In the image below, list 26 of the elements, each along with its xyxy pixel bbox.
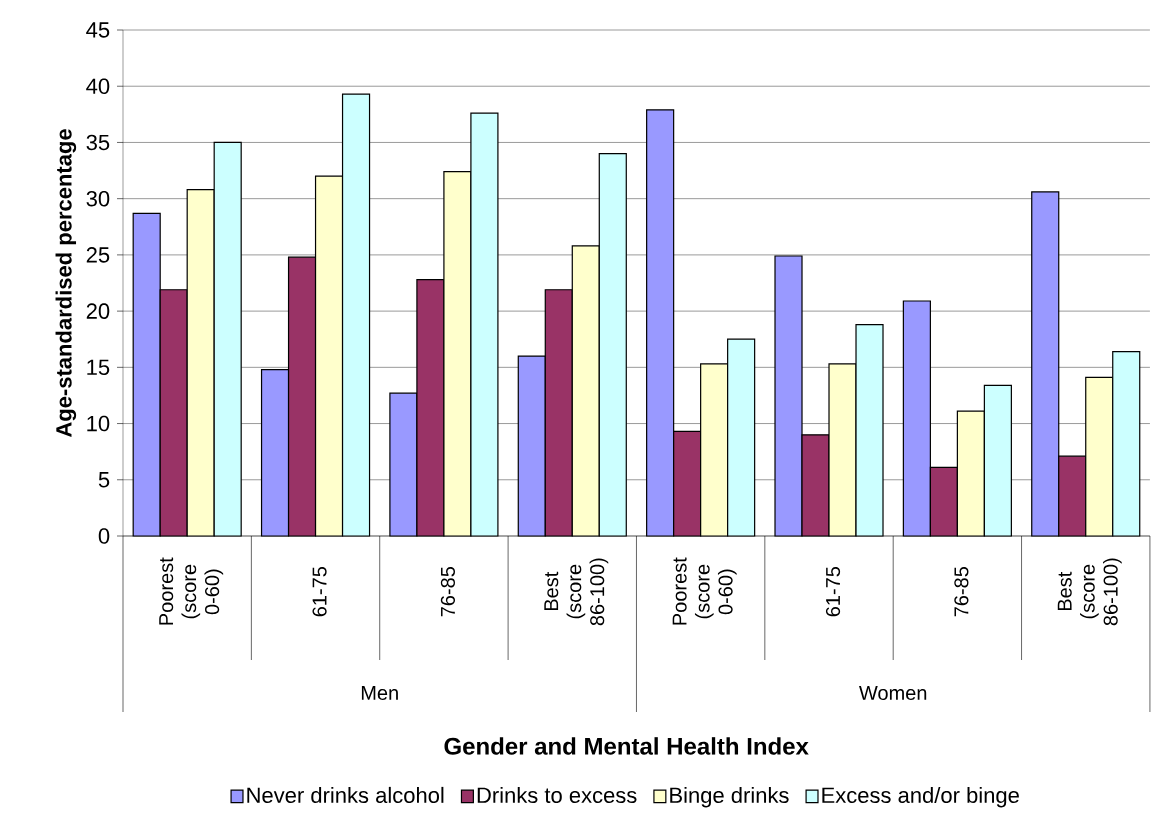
text: Women xyxy=(859,686,927,700)
legend-label: Never drinks alcohol xyxy=(247,786,444,804)
x-axis-title: Gender and Mental Health Index xyxy=(444,737,809,755)
x-tick-label: Poorest (score 0-60) xyxy=(672,557,737,625)
y-tick-label: 0 xyxy=(98,528,110,544)
y-tick-label: 25 xyxy=(86,247,110,263)
y-tick-label: 35 xyxy=(86,134,110,151)
legend-label: Excess and/or binge xyxy=(822,786,1019,808)
y-tick-label: 40 xyxy=(86,78,110,95)
legend-label: Drinks to excess xyxy=(477,786,637,804)
y-tick-label: 20 xyxy=(86,303,110,319)
x-tick-label: Poorest (score 0-60) xyxy=(159,557,224,625)
y-tick-label: 5 xyxy=(98,472,110,488)
legend-label: Binge drinks xyxy=(670,786,789,808)
y-tick-label: 45 xyxy=(86,22,110,38)
y-tick-label: 30 xyxy=(86,190,110,207)
y-axis-title: Age-standardised percentage xyxy=(55,129,77,438)
y-tick-label: 15 xyxy=(87,359,110,376)
x-tick-label: 76-85 xyxy=(954,566,969,617)
y-tick-label: 10 xyxy=(87,415,110,432)
x-tick-label: 76-85 xyxy=(440,566,455,617)
x-tick-label: 61-75 xyxy=(825,566,841,617)
x-tick-label: Best (score 86-100) xyxy=(1057,558,1122,626)
x-tick-label: Best (score 86-100) xyxy=(544,558,609,626)
text: Men xyxy=(361,686,398,700)
x-tick-label: 61-75 xyxy=(312,566,327,617)
